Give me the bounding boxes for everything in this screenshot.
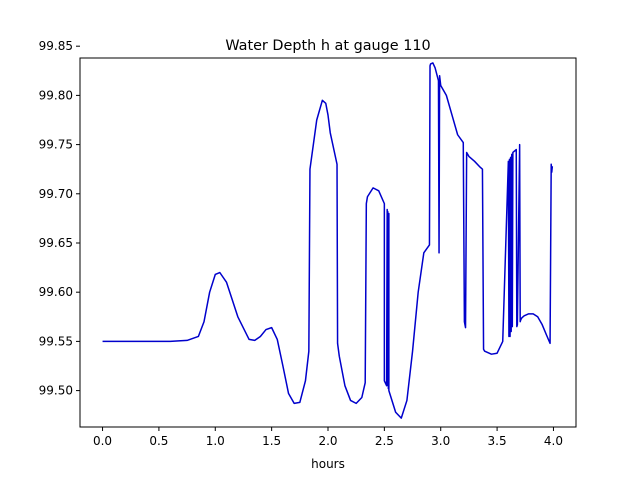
x-tick-label: 0.0 bbox=[93, 434, 112, 448]
chart-title: Water Depth h at gauge 110 bbox=[225, 38, 430, 54]
y-tick-label: 99.65 bbox=[39, 236, 73, 250]
x-tick-label: 1.5 bbox=[262, 434, 281, 448]
x-tick-label: 1.0 bbox=[206, 434, 225, 448]
y-tick-label: 99.80 bbox=[39, 88, 73, 102]
x-axis-label: hours bbox=[311, 457, 345, 471]
y-tick-label: 99.50 bbox=[39, 384, 73, 398]
x-tick-label: 2.0 bbox=[318, 434, 337, 448]
y-tick-label: 99.75 bbox=[39, 138, 73, 152]
x-tick-label: 4.0 bbox=[544, 434, 563, 448]
x-tick-label: 0.5 bbox=[149, 434, 168, 448]
y-tick-label: 99.60 bbox=[39, 285, 73, 299]
x-tick-label: 3.0 bbox=[431, 434, 450, 448]
y-tick-label: 99.85 bbox=[39, 39, 73, 53]
y-tick-label: 99.55 bbox=[39, 334, 73, 348]
y-tick-label: 99.70 bbox=[39, 187, 73, 201]
series-line-water-depth bbox=[102, 62, 554, 419]
x-tick-label: 3.5 bbox=[488, 434, 507, 448]
x-axis-ticks: 0.0 0.5 1.0 1.5 2.0 2.5 3.0 3.5 4.0 bbox=[93, 427, 563, 448]
y-axis-ticks: 99.50 99.55 99.60 99.65 99.70 99.75 99.80 99.85 bbox=[39, 39, 80, 398]
x-tick-label: 2.5 bbox=[375, 434, 394, 448]
